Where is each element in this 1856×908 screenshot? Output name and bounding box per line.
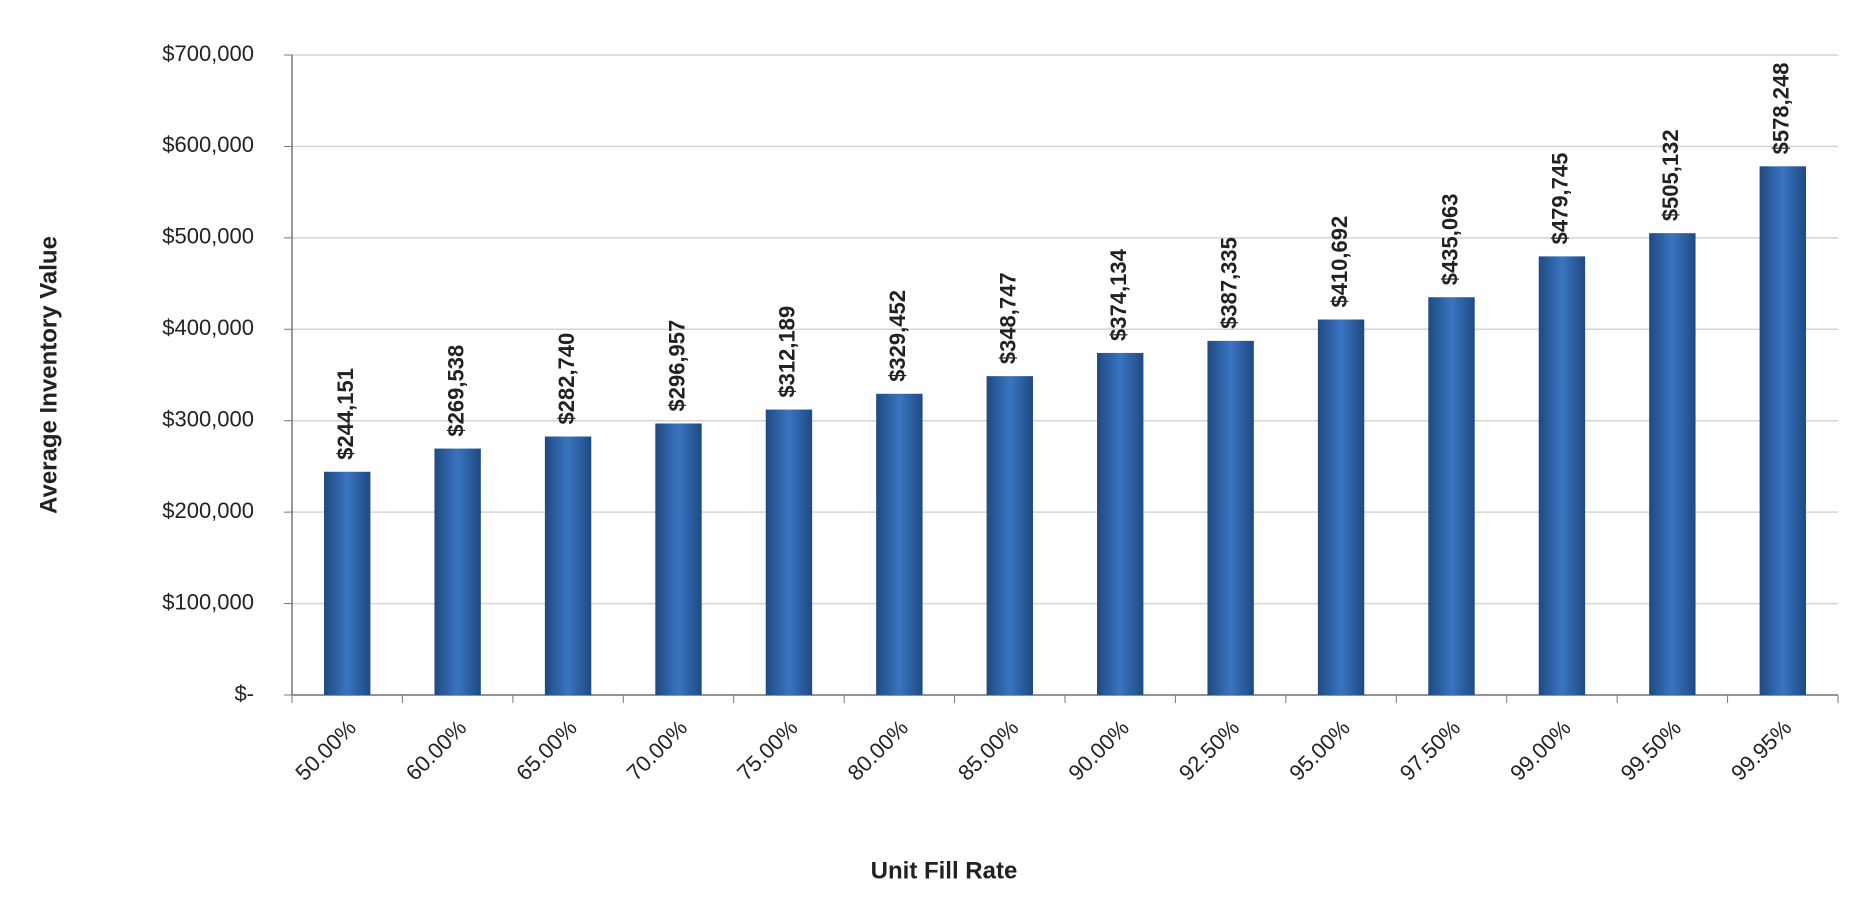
value-label: $312,189 <box>775 306 800 398</box>
bar <box>544 436 592 695</box>
y-tick-label: $200,000 <box>162 498 254 523</box>
value-label: $329,452 <box>885 290 910 382</box>
y-tick-label: $300,000 <box>162 407 254 432</box>
value-label: $435,063 <box>1437 193 1462 285</box>
bar <box>1097 352 1144 695</box>
y-tick-label: $100,000 <box>162 589 254 614</box>
value-label: $296,957 <box>664 320 689 412</box>
x-tick-label: 97.50% <box>1395 715 1465 785</box>
y-tick-label: $700,000 <box>162 41 254 66</box>
bar <box>1538 256 1586 695</box>
x-tick-label: 65.00% <box>511 715 581 785</box>
x-tick-label: 99.00% <box>1505 715 1575 785</box>
y-tick-label: $- <box>234 681 254 706</box>
bar <box>876 393 923 695</box>
bar <box>986 376 1033 695</box>
bar <box>434 448 481 695</box>
bar <box>1759 166 1806 696</box>
x-tick-label: 95.00% <box>1284 715 1354 785</box>
bar <box>1207 340 1254 695</box>
x-tick-label: 70.00% <box>622 715 692 785</box>
x-tick-label: 60.00% <box>401 715 471 785</box>
x-axis-title: Unit Fill Rate <box>871 857 1018 884</box>
y-tick-label: $400,000 <box>162 315 254 340</box>
bar <box>1317 319 1365 695</box>
value-label: $282,740 <box>554 333 579 425</box>
x-tick-label: 90.00% <box>1063 715 1133 785</box>
value-label: $479,745 <box>1548 153 1573 245</box>
value-label: $374,134 <box>1106 248 1131 341</box>
y-tick-label: $600,000 <box>162 132 254 157</box>
x-tick-label: 92.50% <box>1174 715 1244 785</box>
y-tick-label: $500,000 <box>162 224 254 249</box>
bar <box>324 471 371 695</box>
x-tick-label: 80.00% <box>843 715 913 785</box>
value-label: $505,132 <box>1658 129 1683 221</box>
x-tick-label: 85.00% <box>953 715 1023 785</box>
value-label: $244,151 <box>333 368 358 460</box>
value-label: $387,335 <box>1216 237 1241 329</box>
value-label: $269,538 <box>443 345 468 437</box>
x-tick-label: 50.00% <box>290 715 360 785</box>
bar <box>655 423 702 695</box>
value-label: $410,692 <box>1327 216 1352 308</box>
y-axis-title: Average Inventory Value <box>35 236 62 514</box>
x-tick-label: 99.95% <box>1726 715 1796 785</box>
x-tick-label: 75.00% <box>732 715 802 785</box>
value-label: $348,747 <box>996 272 1021 364</box>
bar <box>1649 233 1696 695</box>
x-tick-label: 99.50% <box>1616 715 1686 785</box>
bar <box>1428 297 1475 695</box>
value-label: $578,248 <box>1769 63 1794 155</box>
bar <box>765 409 813 695</box>
